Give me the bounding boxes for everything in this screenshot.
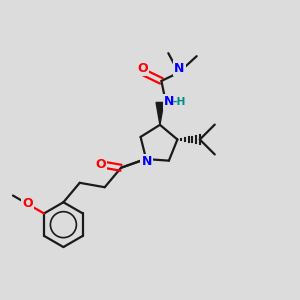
Text: -H: -H <box>173 97 186 107</box>
Polygon shape <box>156 102 164 125</box>
Text: O: O <box>137 61 148 75</box>
Text: O: O <box>22 197 32 210</box>
Text: N: N <box>164 95 175 108</box>
Text: O: O <box>95 158 106 171</box>
Text: N: N <box>174 61 184 75</box>
Text: N: N <box>142 155 152 168</box>
